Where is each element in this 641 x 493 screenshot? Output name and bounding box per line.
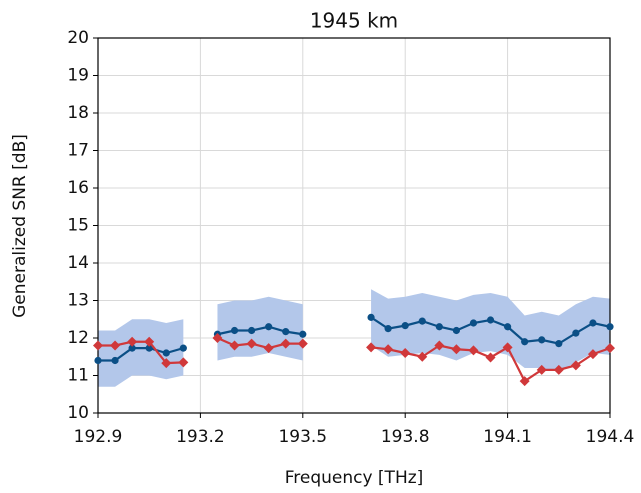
y-axis-label: Generalized SNR [dB] xyxy=(10,134,30,318)
y-tick-label: 19 xyxy=(67,66,89,86)
marker xyxy=(435,323,443,331)
marker xyxy=(519,376,530,387)
marker xyxy=(246,338,257,349)
y-tick-label: 14 xyxy=(67,253,89,273)
marker xyxy=(265,323,273,331)
marker xyxy=(572,329,580,337)
y-tick-label: 17 xyxy=(67,141,89,161)
marker xyxy=(94,356,102,365)
marker xyxy=(452,326,460,335)
marker xyxy=(486,316,495,324)
marker xyxy=(538,336,546,344)
y-tick-label: 20 xyxy=(67,28,89,48)
marker xyxy=(229,340,240,351)
marker xyxy=(212,333,223,343)
marker xyxy=(162,349,170,357)
marker xyxy=(434,340,445,351)
marker xyxy=(282,328,290,336)
y-tick-label: 13 xyxy=(67,291,89,311)
marker xyxy=(555,340,563,348)
marker xyxy=(536,364,547,375)
marker xyxy=(400,348,411,358)
marker xyxy=(230,326,239,335)
y-tick-label: 16 xyxy=(67,178,89,198)
band xyxy=(98,319,184,387)
marker xyxy=(417,351,428,362)
chart-title: 1945 km xyxy=(310,9,398,33)
marker xyxy=(93,340,103,351)
marker xyxy=(485,352,496,363)
marker xyxy=(127,336,138,347)
y-tick-label: 18 xyxy=(67,103,89,123)
marker xyxy=(367,313,375,321)
marker xyxy=(144,336,155,347)
marker xyxy=(504,323,512,331)
x-tick-label: 193.5 xyxy=(278,427,327,447)
marker xyxy=(248,326,256,335)
x-tick-label: 194.1 xyxy=(483,427,532,447)
x-tick-label: 193.2 xyxy=(176,427,225,447)
marker xyxy=(451,344,462,355)
marker xyxy=(178,357,189,368)
marker xyxy=(553,364,564,375)
marker xyxy=(280,338,291,349)
marker xyxy=(299,330,307,338)
marker xyxy=(401,322,409,330)
marker xyxy=(383,344,394,355)
y-tick-label: 15 xyxy=(67,216,89,236)
marker xyxy=(263,343,274,354)
marker xyxy=(605,343,615,354)
x-tick-label: 194.4 xyxy=(586,427,635,447)
marker xyxy=(161,358,172,369)
marker xyxy=(589,319,597,327)
marker xyxy=(502,342,513,353)
marker xyxy=(179,344,187,352)
marker xyxy=(587,349,598,360)
marker xyxy=(418,317,426,325)
marker xyxy=(521,338,529,346)
marker xyxy=(366,342,377,353)
marker xyxy=(110,340,121,351)
marker xyxy=(145,344,153,352)
y-tick-label: 10 xyxy=(67,403,89,423)
x-tick-label: 193.8 xyxy=(381,427,430,447)
y-tick-label: 12 xyxy=(67,328,89,348)
marker xyxy=(128,344,136,352)
marker xyxy=(606,323,614,331)
y-tick-label: 11 xyxy=(67,366,89,386)
plot-frame xyxy=(97,37,611,414)
marker xyxy=(111,356,119,365)
marker xyxy=(468,345,479,356)
marker xyxy=(384,325,392,333)
marker xyxy=(570,360,581,371)
x-tick-label: 192.9 xyxy=(74,427,123,447)
marker xyxy=(297,338,308,349)
x-axis-label: Frequency [THz] xyxy=(285,468,424,488)
marker xyxy=(469,319,478,327)
